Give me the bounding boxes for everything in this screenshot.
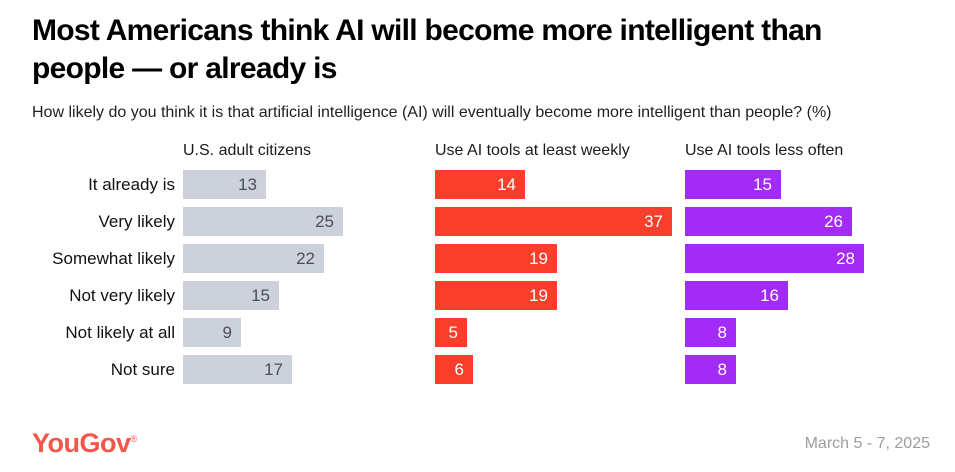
chart-row: Not very likely 15 19 16 xyxy=(32,281,930,311)
chart-row: Not likely at all 9 5 8 xyxy=(32,318,930,348)
grouped-bar-chart: U.S. adult citizens Use AI tools at leas… xyxy=(32,142,930,385)
bar-cell: 25 xyxy=(183,207,435,237)
bar-cell: 6 xyxy=(435,355,685,385)
bar: 17 xyxy=(183,355,292,385)
bar-value-label: 17 xyxy=(264,360,283,380)
series-header-weekly-users: Use AI tools at least weekly xyxy=(435,142,630,160)
bar-cell: 16 xyxy=(685,281,930,311)
series-header-us-adults: U.S. adult citizens xyxy=(183,142,312,160)
bar: 9 xyxy=(183,318,241,348)
chart-row: Not sure 17 6 8 xyxy=(32,355,930,385)
page-title: Most Americans think AI will become more… xyxy=(32,14,822,85)
registered-trademark-symbol: ® xyxy=(130,434,138,444)
bar: 15 xyxy=(685,170,781,200)
bar: 16 xyxy=(685,281,788,311)
bar-value-label: 37 xyxy=(644,212,663,232)
bar-cell: 37 xyxy=(435,207,685,237)
bar: 19 xyxy=(435,281,557,311)
bar: 6 xyxy=(435,355,473,385)
bar-cell: 8 xyxy=(685,355,930,385)
bar-cell: 9 xyxy=(183,318,435,348)
bar: 13 xyxy=(183,170,266,200)
category-label: Not likely at all xyxy=(65,322,175,342)
bar: 22 xyxy=(183,244,324,274)
bar-cell: 22 xyxy=(183,244,435,274)
chart-row: It already is 13 14 15 xyxy=(32,170,930,200)
bar: 8 xyxy=(685,318,736,348)
bar-cell: 19 xyxy=(435,244,685,274)
series-header-less-often-users: Use AI tools less often xyxy=(685,142,844,160)
yougov-logo: YouGov® xyxy=(32,428,137,459)
chart-row: Very likely 25 37 26 xyxy=(32,207,930,237)
bar-cell: 28 xyxy=(685,244,930,274)
bar: 28 xyxy=(685,244,864,274)
fieldwork-date-range: March 5 - 7, 2025 xyxy=(804,434,930,452)
yougov-logo-text: YouGov xyxy=(32,428,131,458)
bar: 14 xyxy=(435,170,525,200)
bar-cell: 14 xyxy=(435,170,685,200)
bar-cell: 8 xyxy=(685,318,930,348)
chart-rows: It already is 13 14 15 Very likely 25 37 26 Some… xyxy=(32,170,930,385)
bar-cell: 15 xyxy=(183,281,435,311)
bar-value-label: 15 xyxy=(251,286,270,306)
survey-question-subtitle: How likely do you think it is that artif… xyxy=(32,103,832,121)
category-label: Somewhat likely xyxy=(52,248,175,268)
bar-value-label: 26 xyxy=(824,212,843,232)
series-header-row: U.S. adult citizens Use AI tools at leas… xyxy=(32,142,930,160)
category-label: Very likely xyxy=(98,211,175,231)
bar: 37 xyxy=(435,207,672,237)
bar: 25 xyxy=(183,207,343,237)
bar-value-label: 13 xyxy=(238,175,257,195)
bar-value-label: 9 xyxy=(222,323,232,343)
bar: 8 xyxy=(685,355,736,385)
chart-footer: YouGov® March 5 - 7, 2025 xyxy=(32,428,930,459)
bar-value-label: 8 xyxy=(717,323,727,343)
bar-cell: 13 xyxy=(183,170,435,200)
category-label: Not sure xyxy=(110,359,175,379)
bar-value-label: 16 xyxy=(760,286,779,306)
chart-row: Somewhat likely 22 19 28 xyxy=(32,244,930,274)
bar: 15 xyxy=(183,281,279,311)
bar-cell: 17 xyxy=(183,355,435,385)
bar-value-label: 5 xyxy=(448,323,458,343)
bar-cell: 19 xyxy=(435,281,685,311)
bar: 5 xyxy=(435,318,467,348)
bar-value-label: 14 xyxy=(497,175,516,195)
bar: 19 xyxy=(435,244,557,274)
category-label: Not very likely xyxy=(69,285,175,305)
bar-value-label: 6 xyxy=(454,360,464,380)
bar-value-label: 28 xyxy=(836,249,855,269)
bar-cell: 5 xyxy=(435,318,685,348)
bar-value-label: 19 xyxy=(529,249,548,269)
bar-value-label: 25 xyxy=(315,212,334,232)
bar-value-label: 15 xyxy=(753,175,772,195)
bar-value-label: 22 xyxy=(296,249,315,269)
bar-cell: 15 xyxy=(685,170,930,200)
bar: 26 xyxy=(685,207,852,237)
bar-value-label: 19 xyxy=(529,286,548,306)
bar-cell: 26 xyxy=(685,207,930,237)
bar-value-label: 8 xyxy=(717,360,727,380)
category-label: It already is xyxy=(88,174,175,194)
